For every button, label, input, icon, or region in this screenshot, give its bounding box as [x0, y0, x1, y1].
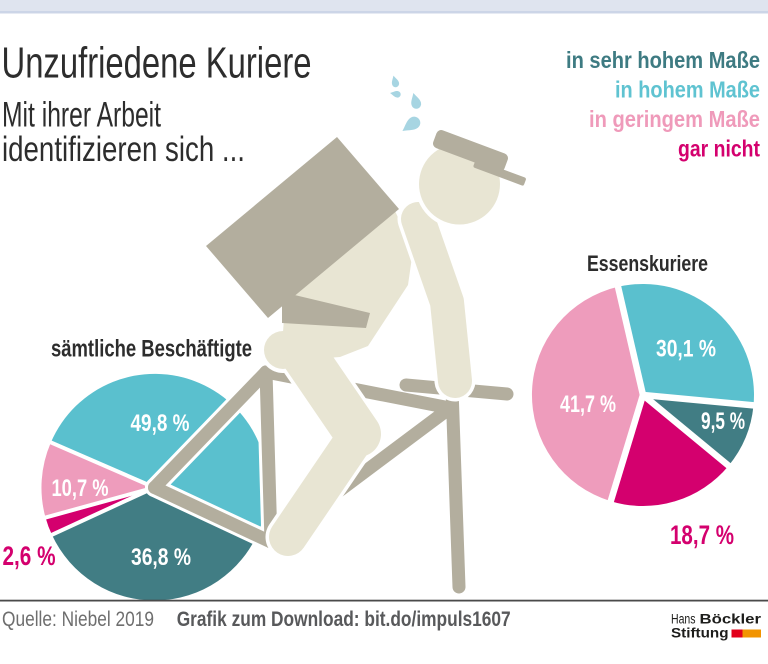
svg-text:36,8 %: 36,8 %	[131, 544, 191, 571]
svg-text:Mit ihrer Arbeit: Mit ihrer Arbeit	[2, 95, 161, 134]
svg-text:gar nicht: gar nicht	[678, 136, 760, 162]
svg-text:10,7 %: 10,7 %	[52, 475, 109, 502]
svg-text:sämtliche Beschäftigte: sämtliche Beschäftigte	[51, 336, 252, 363]
svg-text:in sehr hohem Maße: in sehr hohem Maße	[566, 47, 760, 73]
svg-text:2,6 %: 2,6 %	[3, 541, 56, 571]
svg-text:Grafik zum Download: bit.do/im: Grafik zum Download: bit.do/impuls1607	[177, 607, 511, 631]
svg-text:Stiftung: Stiftung	[671, 626, 729, 641]
svg-text:Unzufriedene Kuriere: Unzufriedene Kuriere	[2, 39, 312, 88]
svg-text:41,7 %: 41,7 %	[560, 391, 616, 418]
svg-text:in hohem Maße: in hohem Maße	[615, 77, 760, 103]
svg-text:9,5 %: 9,5 %	[701, 408, 745, 435]
svg-text:18,7 %: 18,7 %	[670, 520, 734, 550]
svg-text:identifizieren sich ...: identifizieren sich ...	[2, 130, 245, 169]
svg-text:Quelle: Niebel 2019: Quelle: Niebel 2019	[2, 607, 154, 631]
svg-text:30,1 %: 30,1 %	[656, 336, 716, 363]
svg-text:Hans: Hans	[671, 611, 696, 626]
svg-text:Böckler: Böckler	[700, 611, 762, 626]
svg-text:in geringem Maße: in geringem Maße	[589, 106, 760, 132]
svg-text:Essenskuriere: Essenskuriere	[587, 251, 708, 276]
svg-text:49,8 %: 49,8 %	[131, 410, 190, 437]
